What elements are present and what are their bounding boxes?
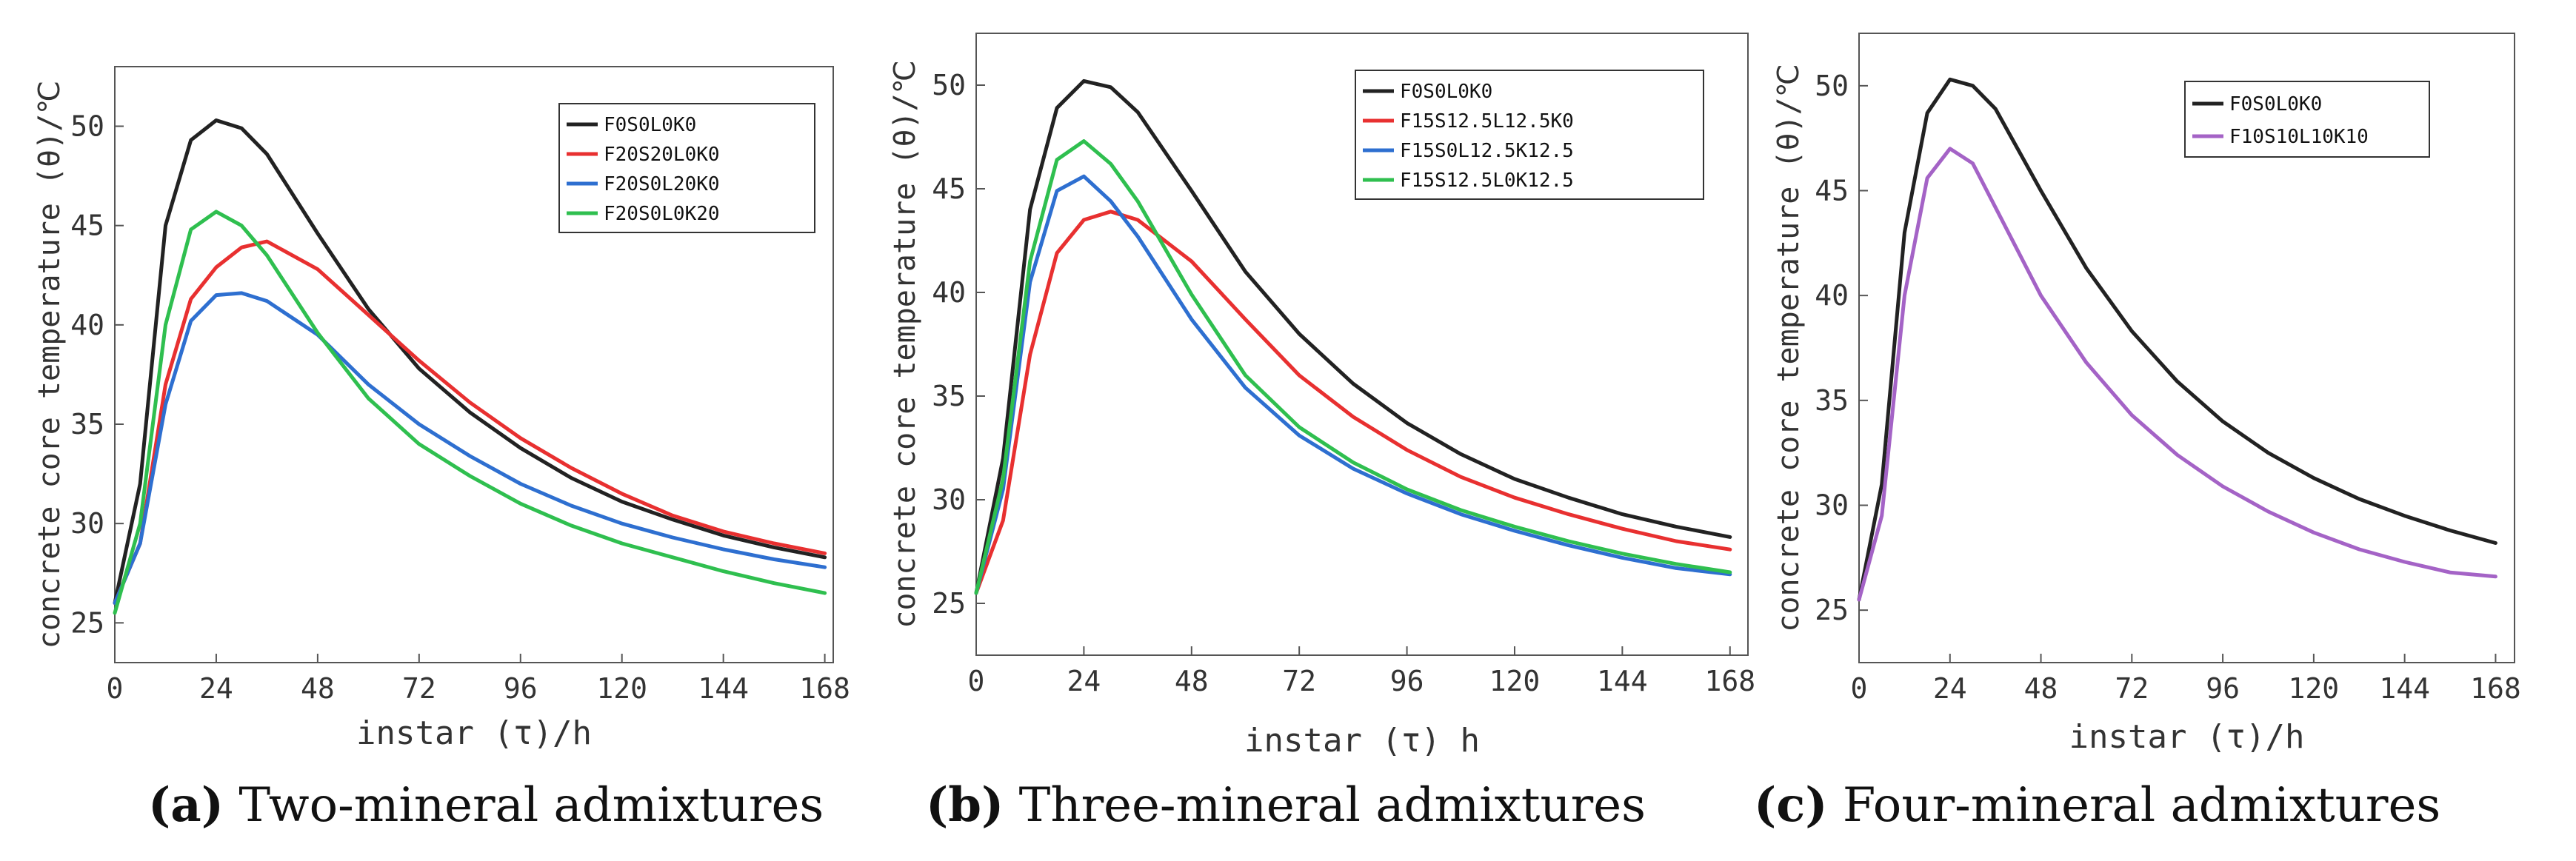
y-tick-label: 35 (1815, 384, 1849, 417)
y-tick-label: 50 (70, 110, 104, 143)
legend-label: F10S10L10K10 (2229, 126, 2369, 148)
x-tick-label: 0 (107, 672, 124, 705)
y-axis-label: concrete core temperature (θ)/℃ (33, 81, 67, 649)
x-tick-label: 168 (799, 672, 850, 705)
legend-box (1355, 70, 1704, 200)
caption-b: (b) Three-mineral admixtures (926, 777, 1646, 833)
y-tick-label: 25 (70, 606, 104, 639)
legend-label: F0S0L0K0 (604, 114, 696, 136)
legend-label: F15S12.5L0K12.5 (1400, 170, 1574, 192)
y-tick-label: 30 (70, 507, 104, 540)
x-tick-label: 96 (504, 672, 538, 705)
series-line-4 (113, 210, 827, 615)
x-tick-label: 48 (301, 672, 335, 705)
x-tick-label: 168 (1704, 665, 1755, 697)
y-tick-label: 30 (932, 483, 966, 516)
x-tick-label: 48 (1175, 665, 1209, 697)
caption-b-label: (b) (926, 777, 1004, 833)
series-line-2 (974, 210, 1732, 595)
panel-c: 25 30 35 40 45 50 0 24 48 72 96 120 144 168 instar (τ)… (1772, 33, 2521, 756)
legend-label: F20S0L20K0 (604, 173, 720, 195)
legend-label: F20S20L0K0 (604, 144, 720, 166)
x-tick-label: 144 (698, 672, 749, 705)
caption-c-label: (c) (1754, 777, 1828, 833)
y-tick-label: 50 (1815, 70, 1849, 102)
x-tick-label: 72 (1282, 665, 1316, 697)
x-tick-label: 24 (199, 672, 233, 705)
y-axis-label: concrete core temperature (θ)/℃ (888, 60, 922, 628)
x-tick-label: 72 (2115, 672, 2149, 705)
x-tick-label: 96 (1390, 665, 1424, 697)
y-tick-label: 50 (932, 69, 966, 101)
panel-b: 25 30 35 40 45 50 0 24 48 72 96 120 144 168 instar (τ)… (888, 33, 1755, 760)
series-line-2 (113, 239, 827, 605)
x-tick-label: 120 (1489, 665, 1541, 697)
x-tick-label: 72 (402, 672, 436, 705)
caption-c-text: Four-mineral admixtures (1842, 778, 2441, 833)
caption-a-label: (a) (148, 777, 224, 833)
series-line-1 (1857, 77, 2497, 602)
panel-a: 25 30 35 40 45 50 0 24 48 72 96 120 144 168 instar (τ)… (33, 66, 850, 752)
x-tick-label: 0 (968, 665, 985, 697)
x-axis-label: instar (τ) h (1244, 722, 1480, 760)
x-axis-label: instar (τ)/h (356, 714, 592, 752)
x-tick-label: 120 (596, 672, 647, 705)
y-tick-label: 45 (932, 172, 966, 205)
caption-a: (a) Two-mineral admixtures (148, 777, 824, 833)
y-tick-label: 25 (932, 587, 966, 620)
y-tick-label: 35 (932, 380, 966, 412)
x-tick-label: 96 (2206, 672, 2240, 705)
x-tick-label: 144 (2379, 672, 2430, 705)
series-line-2 (1857, 147, 2497, 602)
x-tick-label: 120 (2289, 672, 2340, 705)
x-tick-label: 168 (2470, 672, 2521, 705)
y-tick-label: 45 (70, 210, 104, 242)
legend-box (558, 103, 815, 233)
caption-c: (c) Four-mineral admixtures (1754, 777, 2440, 833)
legend-box (2184, 81, 2430, 158)
caption-a-text: Two-mineral admixtures (238, 778, 824, 833)
series-line-3 (113, 291, 827, 605)
x-tick-label: 48 (2024, 672, 2058, 705)
caption-b-text: Three-mineral admixtures (1018, 778, 1646, 833)
y-axis-label: concrete core temperature (θ)/℃ (1772, 64, 1806, 631)
y-tick-label: 40 (1815, 279, 1849, 312)
y-tick-label: 30 (1815, 489, 1849, 522)
y-tick-label: 35 (70, 408, 104, 440)
x-tick-label: 24 (1933, 672, 1967, 705)
series-line-1 (974, 78, 1732, 595)
x-tick-label: 0 (1851, 672, 1868, 705)
y-tick-label: 45 (1815, 175, 1849, 207)
series-line-4 (974, 139, 1732, 595)
legend-label: F0S0L0K0 (1400, 81, 1492, 103)
legend-label: F15S0L12.5K12.5 (1400, 140, 1574, 162)
x-tick-label: 144 (1597, 665, 1648, 697)
legend-label: F15S12.5L12.5K0 (1400, 110, 1574, 133)
x-axis-label: instar (τ)/h (2069, 718, 2305, 756)
legend-label: F0S0L0K0 (2229, 93, 2322, 115)
y-tick-label: 40 (932, 276, 966, 309)
y-tick-label: 40 (70, 309, 104, 341)
legend-label: F20S0L0K20 (604, 203, 720, 225)
x-tick-label: 24 (1067, 665, 1101, 697)
y-tick-label: 25 (1815, 594, 1849, 626)
series-line-3 (974, 174, 1732, 595)
